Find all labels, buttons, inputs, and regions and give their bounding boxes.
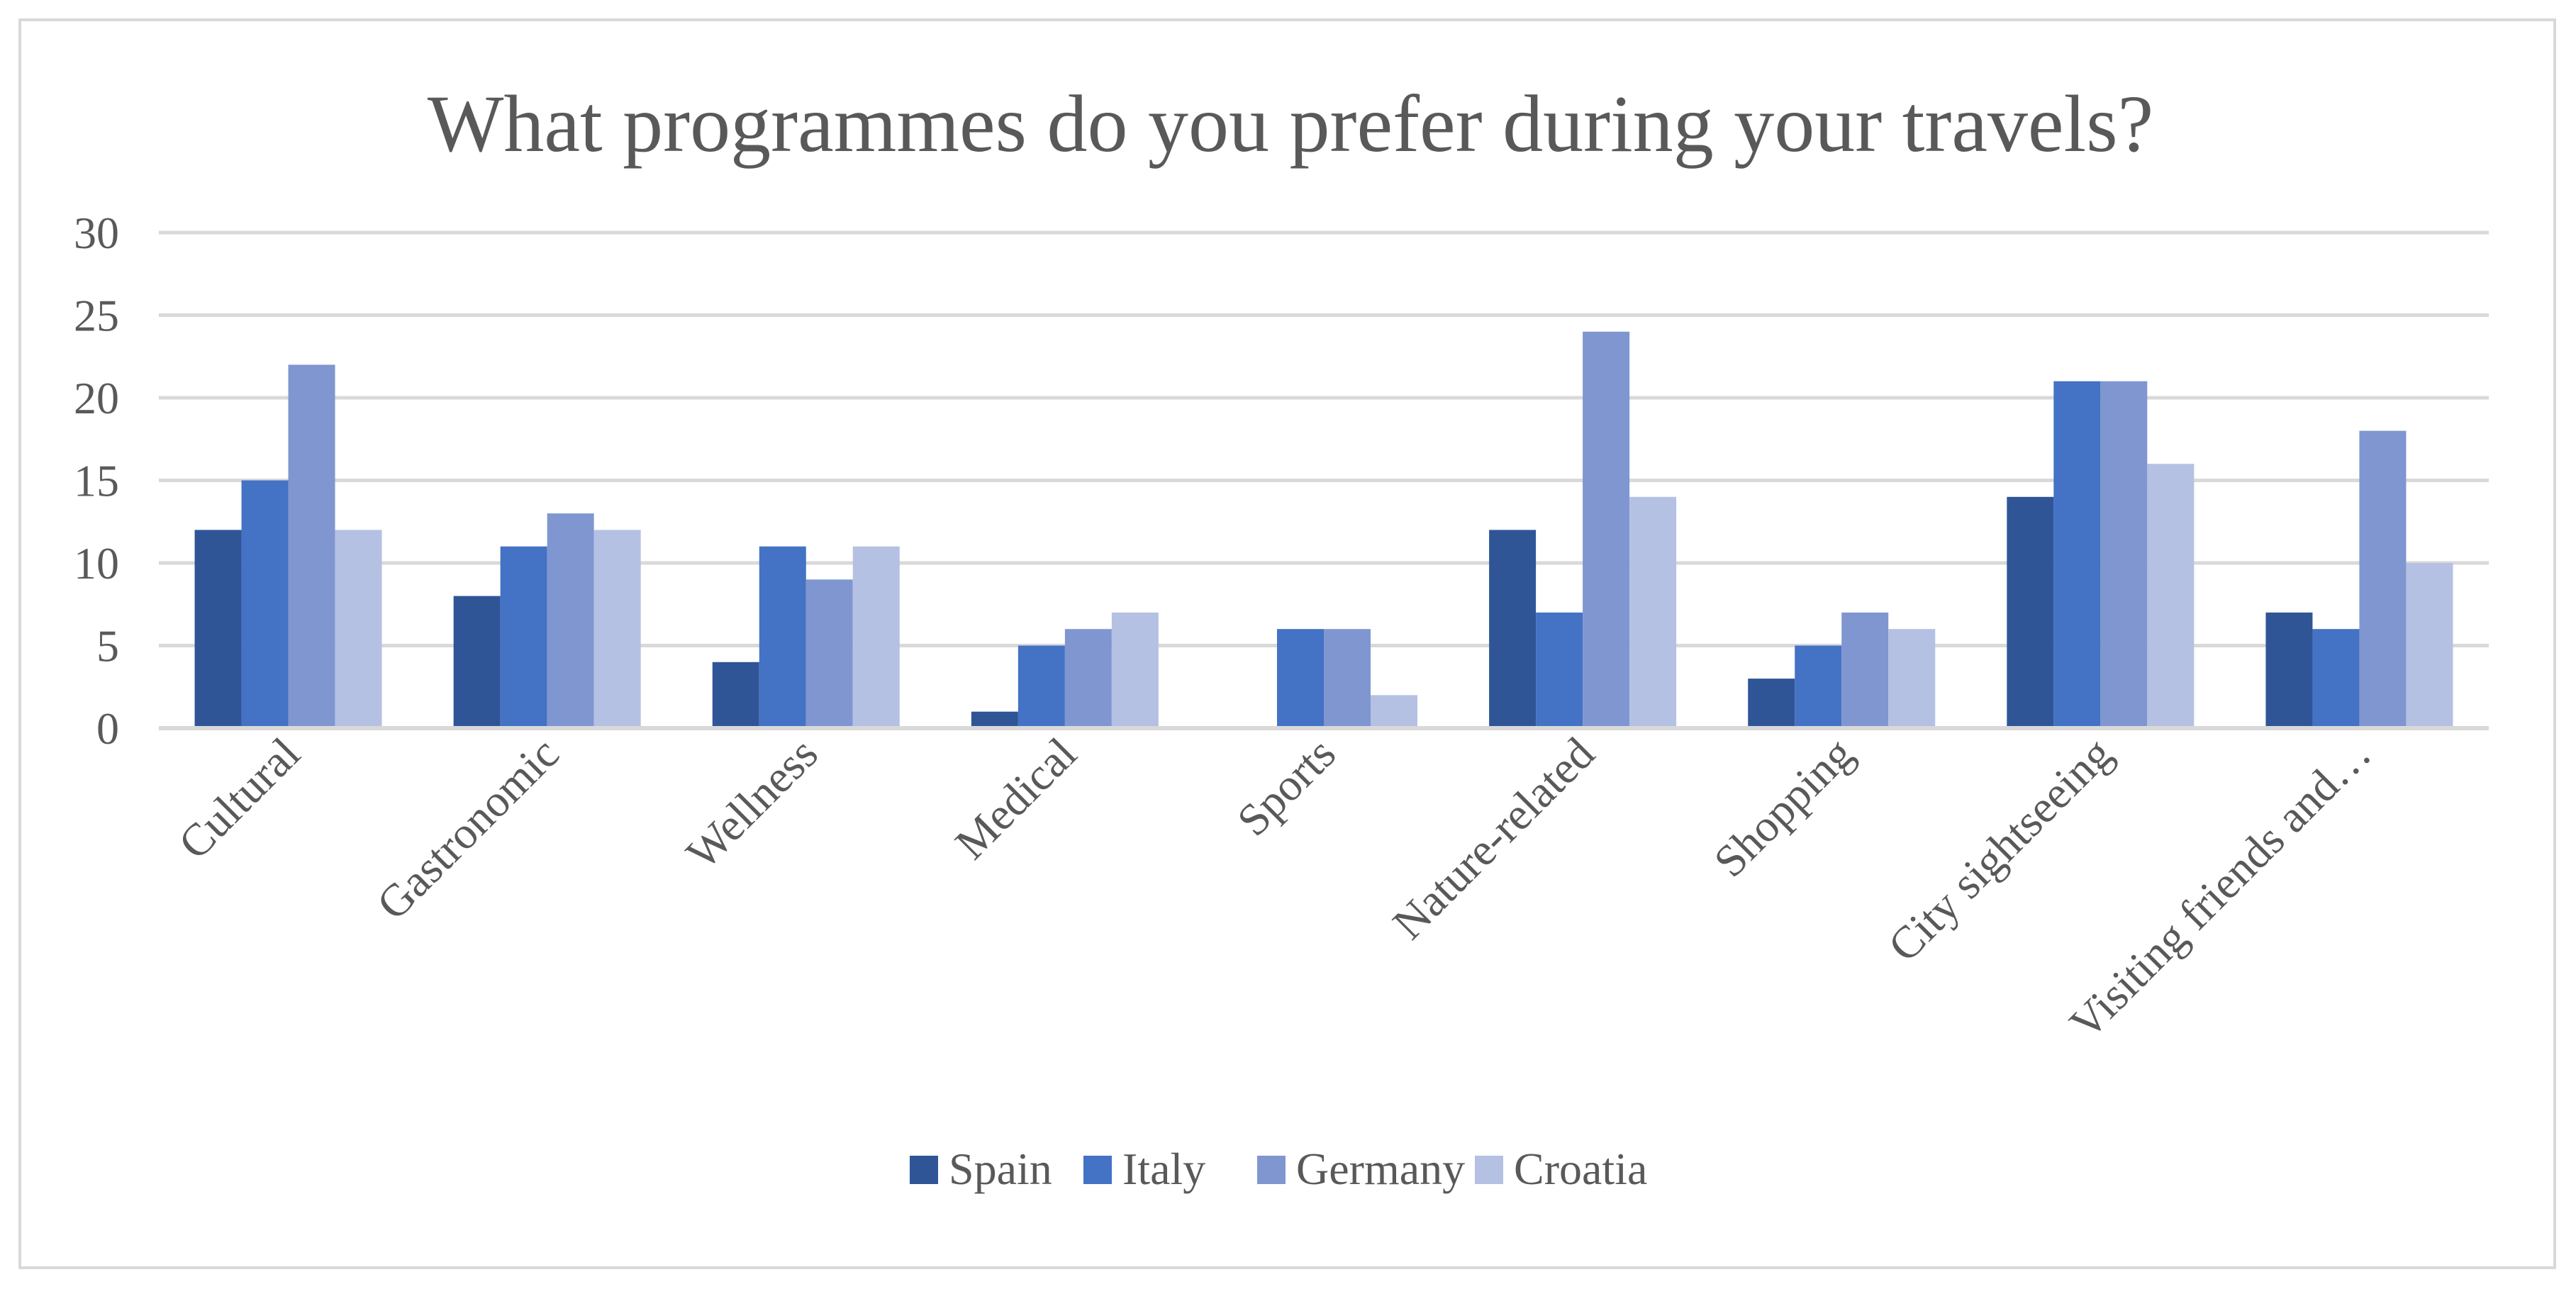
y-tick-label: 30 [74,208,119,258]
bar-croatia-6 [1629,496,1677,728]
x-category-label: Sports [1227,728,1345,846]
bar-germany-6 [1583,331,1630,728]
legend-label-italy: Italy [1122,1144,1205,1194]
bar-germany-7 [1841,612,1889,728]
bar-italy-1 [241,480,289,728]
bar-spain-2 [453,596,501,728]
y-tick-label: 25 [74,291,119,341]
y-axis-ticks: 0 5 10 15 20 25 30 [74,208,119,754]
y-tick-label: 10 [74,538,119,588]
bar-spain-4 [971,711,1018,728]
x-category-label: Cultural [169,728,310,869]
legend-swatch-italy [1083,1156,1112,1184]
bar-spain-7 [1748,679,1795,728]
bar-italy-8 [2053,381,2101,728]
bar-germany-5 [1324,629,1371,728]
bar-italy-5 [1277,629,1324,728]
bar-italy-2 [500,546,547,728]
chart-frame: What programmes do you prefer during you… [18,18,2556,1269]
bar-germany-2 [547,513,594,728]
legend-swatch-croatia [1475,1156,1503,1184]
bar-italy-9 [2312,629,2360,728]
bar-italy-7 [1795,645,1842,728]
bar-croatia-3 [852,546,900,728]
bar-spain-3 [712,662,759,728]
legend-label-germany: Germany [1296,1144,1465,1194]
bar-croatia-7 [1888,629,1936,728]
x-category-label: Medical [945,728,1086,869]
bar-italy-4 [1017,645,1065,728]
bar-croatia-5 [1371,695,1417,728]
legend-label-croatia: Croatia [1514,1144,1647,1194]
y-tick-label: 5 [96,621,119,671]
y-tick-label: 15 [74,456,119,506]
bar-chart: What programmes do you prefer during you… [74,79,2489,1194]
bars [194,331,2453,728]
x-category-label: Nature-related [1383,728,1605,949]
bar-spain-6 [1489,530,1537,728]
bar-germany-3 [805,579,853,728]
x-category-label: Gastronomic [367,728,569,930]
bar-germany-8 [2100,381,2148,728]
x-category-label: Wellness [676,728,827,878]
x-category-label: Shopping [1704,728,1863,887]
bar-italy-6 [1536,612,1583,728]
bar-italy-3 [759,546,806,728]
bar-croatia-8 [2147,464,2195,728]
legend-label-spain: Spain [949,1144,1052,1194]
bar-germany-4 [1064,629,1112,728]
x-category-label: City sightseeing [1878,728,2121,971]
x-axis-categories: Cultural Gastronomic Wellness Medical Sports… [169,728,2380,1049]
bar-spain-8 [2007,496,2054,728]
bar-croatia-1 [335,530,382,728]
bar-croatia-4 [1111,612,1159,728]
legend-swatch-germany [1257,1156,1286,1184]
y-tick-label: 0 [96,703,119,754]
bar-germany-9 [2359,430,2407,728]
chart-title: What programmes do you prefer during you… [428,79,2153,169]
legend-swatch-spain [910,1156,938,1184]
bar-germany-1 [288,364,335,728]
bar-croatia-9 [2406,563,2453,728]
bar-spain-1 [194,530,242,728]
bar-spain-9 [2265,612,2313,728]
legend: Spain Italy Germany Croatia [910,1144,1647,1194]
y-tick-label: 20 [74,373,119,423]
bar-croatia-2 [593,530,641,728]
